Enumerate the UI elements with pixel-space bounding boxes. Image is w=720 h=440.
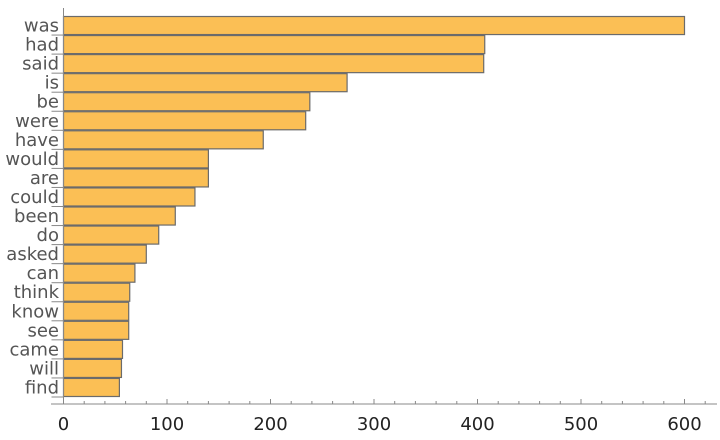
bar-see [62,320,130,340]
bar-is [62,73,348,93]
y-tick-label-said: said [22,54,59,75]
y-tick-label-know: know [11,301,59,322]
y-tick-label-is: is [45,73,59,94]
bar-know [62,301,130,321]
bar-said [62,53,485,74]
x-tick-label: 200 [253,414,287,435]
bar-can [62,263,136,283]
bar-find [62,377,120,398]
y-tick-label-were: were [15,111,59,132]
bar-are [62,168,209,188]
y-tick-label-can: can [27,263,59,284]
bar-do [62,225,160,245]
bar-came [62,339,124,360]
x-tick-label: 300 [357,414,391,435]
bar-asked [62,244,147,264]
y-tick-label-think: think [14,282,60,303]
bar-would [62,149,209,169]
y-tick-label-do: do [37,225,59,246]
bar-could [62,187,196,207]
y-tick-label-find: find [25,377,59,398]
y-tick-label-been: been [14,206,59,227]
bar-been [62,206,176,226]
bar-were [62,111,307,131]
y-tick-label-are: are [30,168,59,189]
y-tick-label-had: had [25,35,59,56]
bar-will [62,358,123,379]
bar-had [62,34,486,55]
y-tick-label-will: will [29,358,59,379]
y-tick-label-would: would [5,149,59,170]
x-tick-label: 400 [460,414,494,435]
y-tick-label-could: could [10,187,59,208]
y-tick-label-be: be [37,92,60,113]
bar-have [62,130,264,150]
bar-was [62,15,686,36]
y-tick-label-see: see [27,320,59,341]
y-tick-label-have: have [15,130,59,151]
x-tick-label: 600 [667,414,701,435]
x-tick-label: 500 [564,414,598,435]
x-tick-label: 0 [58,414,69,435]
y-tick-label-came: came [9,339,59,360]
bar-think [62,282,131,302]
y-tick-label-was: was [24,16,59,37]
y-tick-label-asked: asked [6,244,59,265]
x-tick-label: 100 [150,414,184,435]
bar-be [62,92,311,112]
